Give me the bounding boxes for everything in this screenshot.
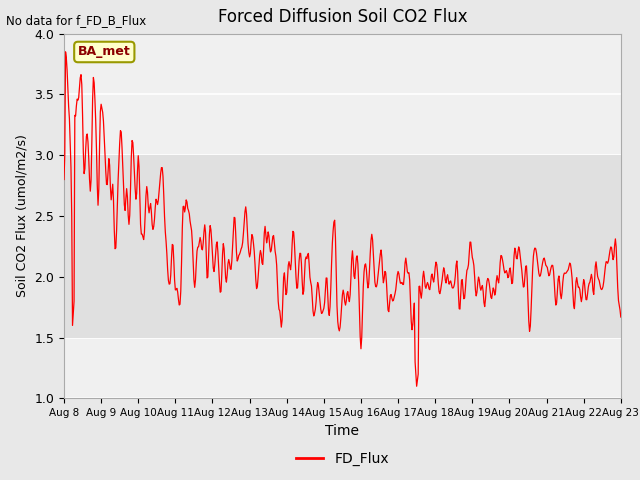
Legend: FD_Flux: FD_Flux (290, 446, 395, 472)
Text: No data for f_FD_B_Flux: No data for f_FD_B_Flux (6, 14, 147, 27)
Text: BA_met: BA_met (78, 46, 131, 59)
Y-axis label: Soil CO2 Flux (umol/m2/s): Soil CO2 Flux (umol/m2/s) (16, 134, 29, 298)
Bar (64, 155, 621, 337)
X-axis label: Time: Time (325, 424, 360, 438)
Title: Forced Diffusion Soil CO2 Flux: Forced Diffusion Soil CO2 Flux (218, 9, 467, 26)
